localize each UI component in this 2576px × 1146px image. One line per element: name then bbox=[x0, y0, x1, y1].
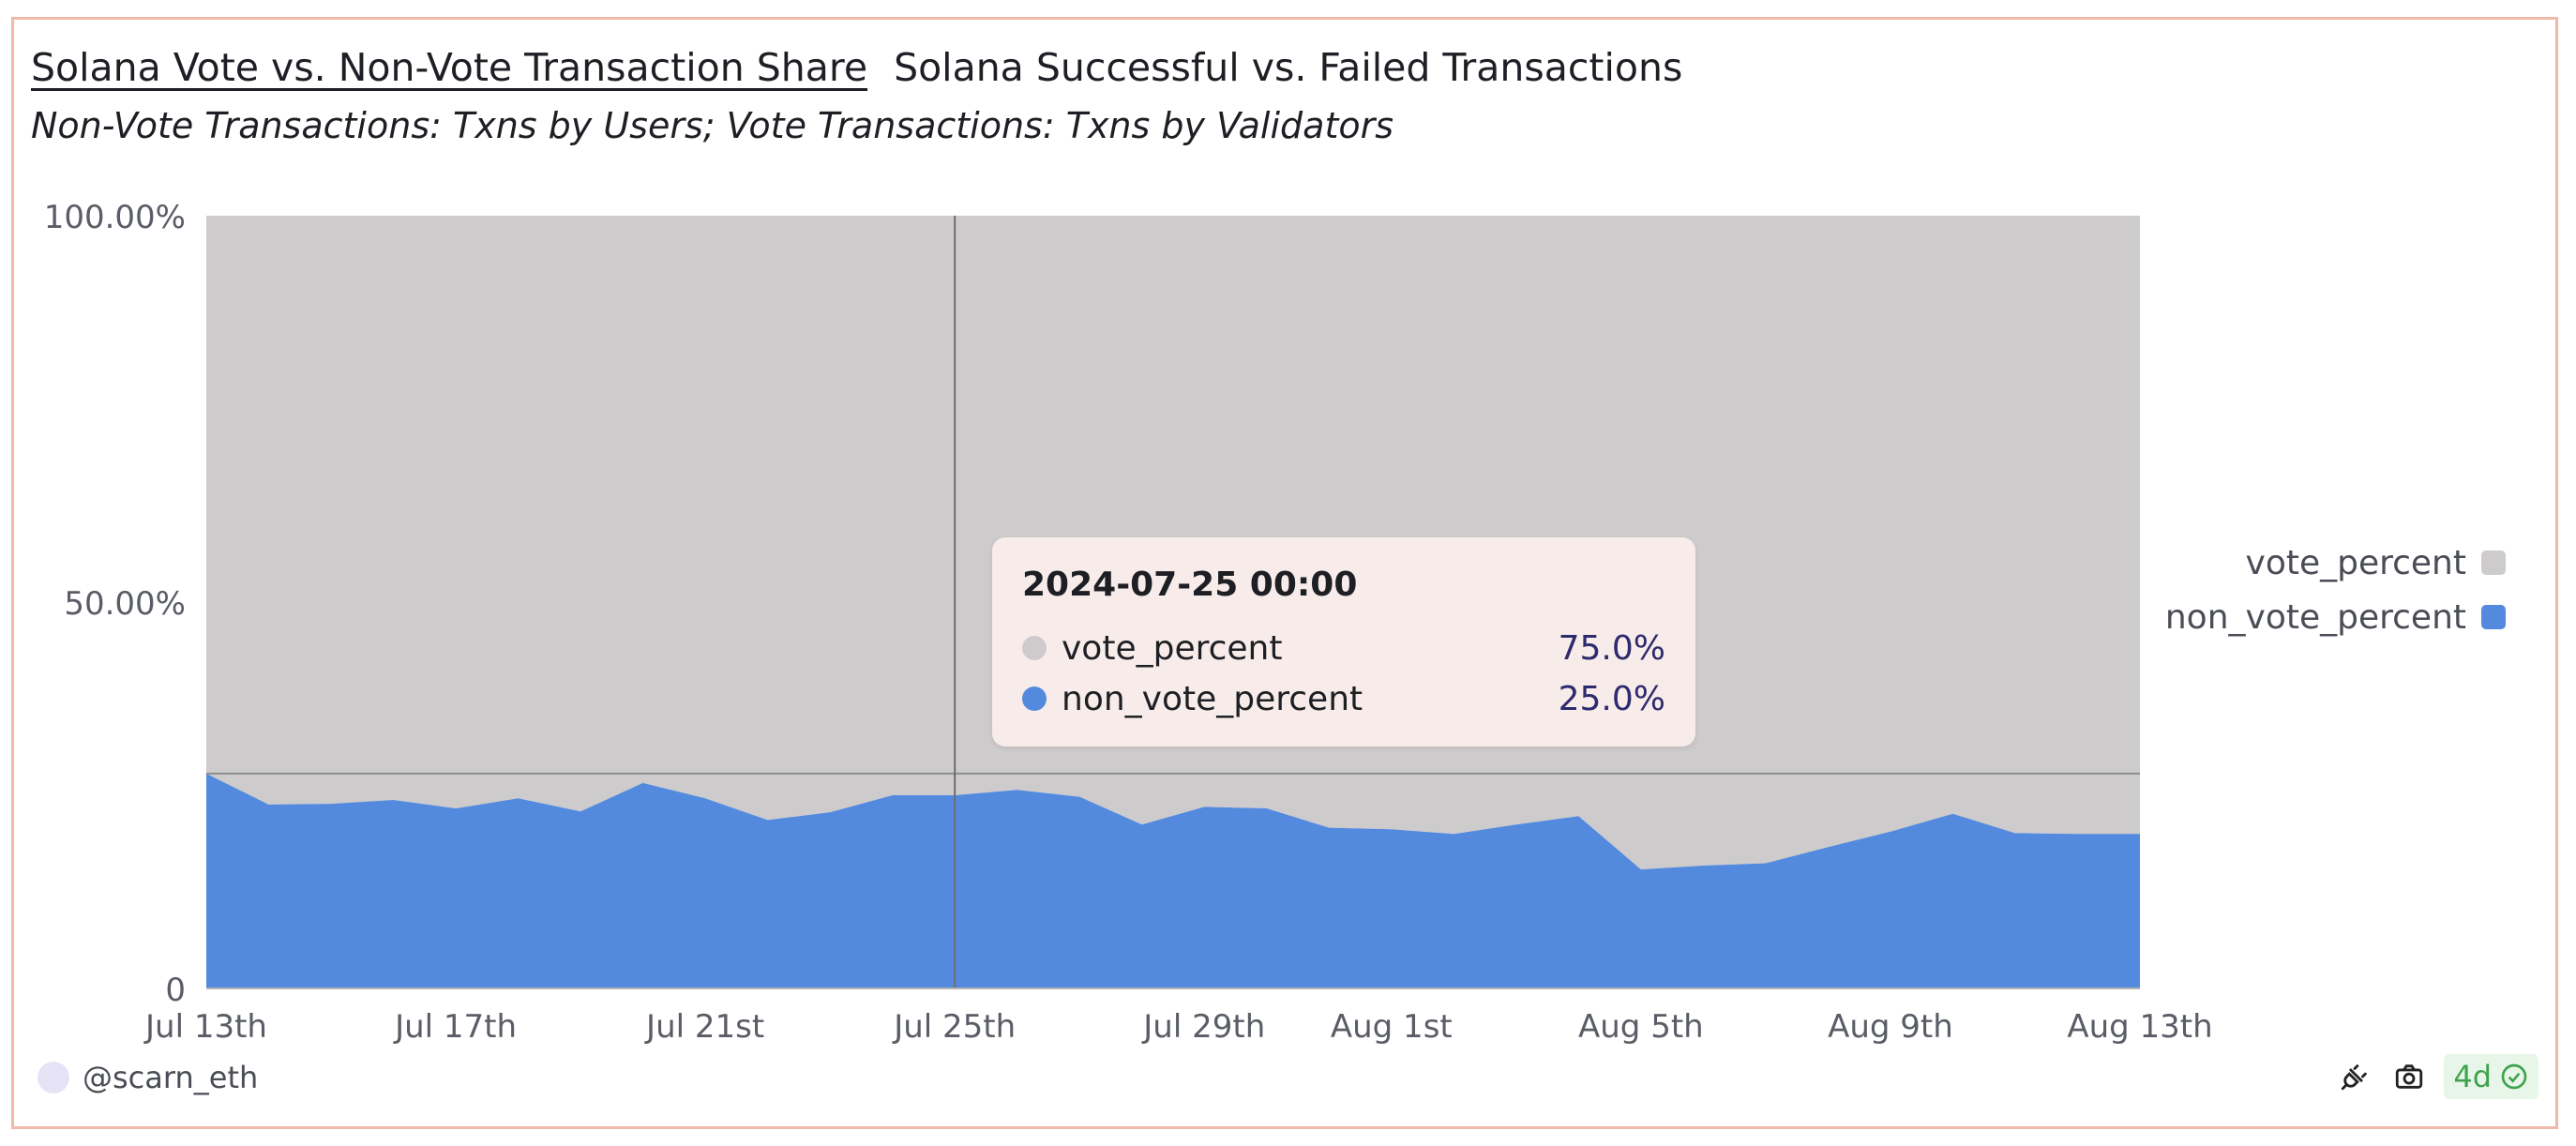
legend-swatch bbox=[2481, 550, 2506, 575]
chart-subtitle: Non-Vote Transactions: Txns by Users; Vo… bbox=[31, 105, 1394, 146]
x-tick-label: Jul 29th bbox=[1141, 1008, 1265, 1046]
legend-label: vote_percent bbox=[2246, 544, 2466, 582]
x-tick-label: Jul 21st bbox=[644, 1008, 764, 1046]
chart-tooltip: 2024-07-25 00:00 vote_percent 75.0% non_… bbox=[992, 537, 1695, 746]
x-tick-label: Aug 13th bbox=[2067, 1008, 2212, 1046]
x-tick-label: Aug 1st bbox=[1331, 1008, 1453, 1046]
legend-swatch bbox=[2481, 605, 2506, 629]
tooltip-row: vote_percent 75.0% bbox=[1022, 623, 1665, 673]
tooltip-series-name: non_vote_percent bbox=[1062, 679, 1363, 718]
y-tick-label: 0 bbox=[165, 972, 186, 1009]
check-circle-icon bbox=[2501, 1063, 2527, 1090]
tooltip-row: non_vote_percent 25.0% bbox=[1022, 673, 1665, 724]
author-name: @scarn_eth bbox=[83, 1060, 259, 1095]
legend-label: non_vote_percent bbox=[2165, 598, 2466, 637]
footer-actions: 4d bbox=[2322, 1054, 2538, 1099]
power-plug-icon[interactable] bbox=[2333, 1055, 2376, 1098]
x-tick-label: Jul 17th bbox=[393, 1008, 517, 1046]
tab-success-failed[interactable]: Solana Successful vs. Failed Transaction… bbox=[894, 45, 1683, 90]
x-tick-label: Jul 13th bbox=[143, 1008, 267, 1046]
camera-icon[interactable] bbox=[2388, 1055, 2431, 1098]
age-label: 4d bbox=[2453, 1059, 2492, 1094]
non-vote-percent-area bbox=[206, 773, 2140, 988]
tooltip-series-value: 75.0% bbox=[1558, 628, 1665, 668]
x-tick-label: Aug 9th bbox=[1828, 1008, 1953, 1046]
y-tick-label: 50.00% bbox=[64, 585, 186, 623]
x-tick-label: Jul 25th bbox=[892, 1008, 1016, 1046]
tooltip-series-value: 25.0% bbox=[1558, 679, 1665, 718]
age-badge[interactable]: 4d bbox=[2444, 1054, 2538, 1099]
non-vote-dot-icon bbox=[1022, 686, 1047, 711]
chart-tabs: Solana Vote vs. Non-Vote Transaction Sha… bbox=[31, 45, 1682, 90]
x-tick-label: Aug 5th bbox=[1578, 1008, 1704, 1046]
y-tick-label: 100.00% bbox=[44, 199, 186, 236]
tooltip-series-name: vote_percent bbox=[1062, 628, 1283, 668]
vote-dot-icon bbox=[1022, 636, 1047, 660]
avatar bbox=[38, 1062, 69, 1093]
author[interactable]: @scarn_eth bbox=[38, 1060, 258, 1095]
tab-vote-share[interactable]: Solana Vote vs. Non-Vote Transaction Sha… bbox=[31, 45, 868, 90]
tooltip-title: 2024-07-25 00:00 bbox=[1022, 565, 1358, 604]
